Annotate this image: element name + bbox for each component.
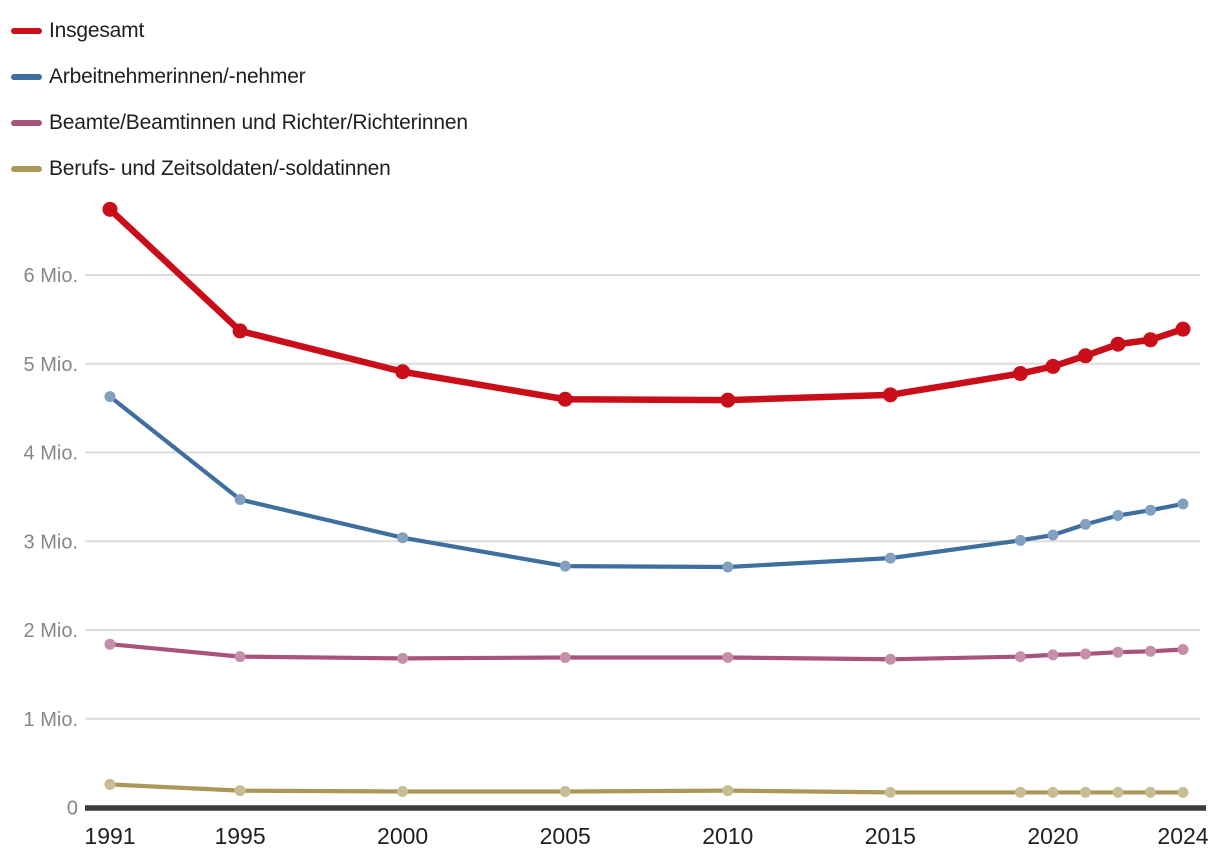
x-axis-label-2015: 2015 bbox=[865, 823, 916, 849]
data-point-series0-2023 bbox=[1142, 332, 1158, 348]
x-axis-label-1991: 1991 bbox=[84, 823, 135, 849]
data-point-series1-1995 bbox=[234, 494, 246, 506]
data-point-series2-2020 bbox=[1047, 649, 1059, 661]
data-point-series3-2022 bbox=[1112, 786, 1124, 798]
data-point-series2-1991 bbox=[104, 638, 116, 650]
y-axis-label-6: 6 Mio. bbox=[24, 265, 78, 287]
data-point-series1-2020 bbox=[1047, 529, 1059, 541]
data-point-series3-2010 bbox=[722, 785, 734, 797]
data-point-series0-2024 bbox=[1175, 321, 1191, 337]
legend: Insgesamt Arbeitnehmerinnen/-nehmer Beam… bbox=[11, 19, 468, 180]
data-point-series3-1995 bbox=[234, 785, 246, 797]
data-point-series2-2000 bbox=[397, 652, 409, 664]
data-point-series2-2023 bbox=[1144, 645, 1156, 657]
data-point-series0-2019 bbox=[1012, 366, 1028, 382]
x-axis-label-2010: 2010 bbox=[702, 823, 753, 849]
data-point-series2-2022 bbox=[1112, 646, 1124, 658]
x-axis-label-2005: 2005 bbox=[540, 823, 591, 849]
legend-label-beamte: Beamte/Beamtinnen und Richter/Richterinn… bbox=[49, 110, 468, 134]
data-point-series0-2010 bbox=[720, 392, 736, 408]
data-point-series1-2022 bbox=[1112, 510, 1124, 522]
data-point-series0-2022 bbox=[1110, 336, 1126, 352]
y-axis-label-5: 5 Mio. bbox=[24, 354, 78, 376]
data-point-series2-2010 bbox=[722, 652, 734, 664]
data-point-series0-2005 bbox=[557, 391, 573, 407]
data-point-series1-2024 bbox=[1177, 498, 1189, 510]
x-axis-label-2024: 2024 bbox=[1157, 823, 1208, 849]
data-point-series3-2024 bbox=[1177, 786, 1189, 798]
legend-item-beamte: Beamte/Beamtinnen und Richter/Richterinn… bbox=[11, 111, 468, 134]
legend-swatch-beamte bbox=[11, 119, 42, 126]
data-point-series1-2021 bbox=[1079, 518, 1091, 530]
data-point-series2-2024 bbox=[1177, 644, 1189, 656]
data-point-series3-2000 bbox=[397, 786, 409, 798]
data-point-series1-2000 bbox=[397, 532, 409, 544]
legend-swatch-soldaten bbox=[11, 165, 42, 172]
data-point-series1-2019 bbox=[1014, 534, 1026, 546]
data-point-series0-2015 bbox=[882, 387, 898, 403]
legend-label-insgesamt: Insgesamt bbox=[49, 18, 145, 42]
data-point-series1-2010 bbox=[722, 561, 734, 573]
legend-item-soldaten: Berufs- und Zeitsoldaten/-soldatinnen bbox=[11, 157, 468, 180]
data-point-series3-2005 bbox=[559, 786, 571, 798]
data-point-series2-2021 bbox=[1079, 648, 1091, 660]
data-point-series1-2015 bbox=[884, 552, 896, 564]
data-point-series0-2021 bbox=[1077, 348, 1093, 364]
data-point-series2-1995 bbox=[234, 651, 246, 663]
data-point-series2-2019 bbox=[1014, 651, 1026, 663]
legend-swatch-insgesamt bbox=[11, 27, 42, 34]
data-point-series3-2020 bbox=[1047, 786, 1059, 798]
data-point-series3-1991 bbox=[104, 778, 116, 790]
y-axis-label-2: 2 Mio. bbox=[24, 620, 78, 642]
data-point-series1-2005 bbox=[559, 560, 571, 572]
y-axis-label-0: 0 bbox=[67, 798, 78, 820]
y-axis-label-3: 3 Mio. bbox=[24, 531, 78, 553]
data-point-series3-2015 bbox=[884, 786, 896, 798]
legend-label-arbeitnehmer: Arbeitnehmerinnen/-nehmer bbox=[49, 64, 306, 88]
data-point-series1-2023 bbox=[1144, 504, 1156, 516]
x-axis-label-2020: 2020 bbox=[1027, 823, 1078, 849]
data-point-series2-2015 bbox=[884, 653, 896, 665]
x-axis-label-1995: 1995 bbox=[214, 823, 265, 849]
x-axis-label-2000: 2000 bbox=[377, 823, 428, 849]
data-point-series2-2005 bbox=[559, 652, 571, 664]
data-point-series3-2021 bbox=[1079, 786, 1091, 798]
legend-label-soldaten: Berufs- und Zeitsoldaten/-soldatinnen bbox=[49, 156, 391, 180]
data-point-series3-2019 bbox=[1014, 786, 1026, 798]
data-point-series3-2023 bbox=[1144, 786, 1156, 798]
data-point-series1-1991 bbox=[104, 391, 116, 403]
data-point-series0-1991 bbox=[102, 201, 118, 217]
y-axis-label-1: 1 Mio. bbox=[24, 709, 78, 731]
data-point-series0-2020 bbox=[1045, 358, 1061, 374]
data-point-series0-1995 bbox=[232, 323, 248, 339]
legend-item-arbeitnehmer: Arbeitnehmerinnen/-nehmer bbox=[11, 65, 468, 88]
data-point-series0-2000 bbox=[395, 364, 411, 380]
legend-item-insgesamt: Insgesamt bbox=[11, 19, 468, 42]
y-axis-label-4: 4 Mio. bbox=[24, 443, 78, 465]
legend-swatch-arbeitnehmer bbox=[11, 73, 42, 80]
